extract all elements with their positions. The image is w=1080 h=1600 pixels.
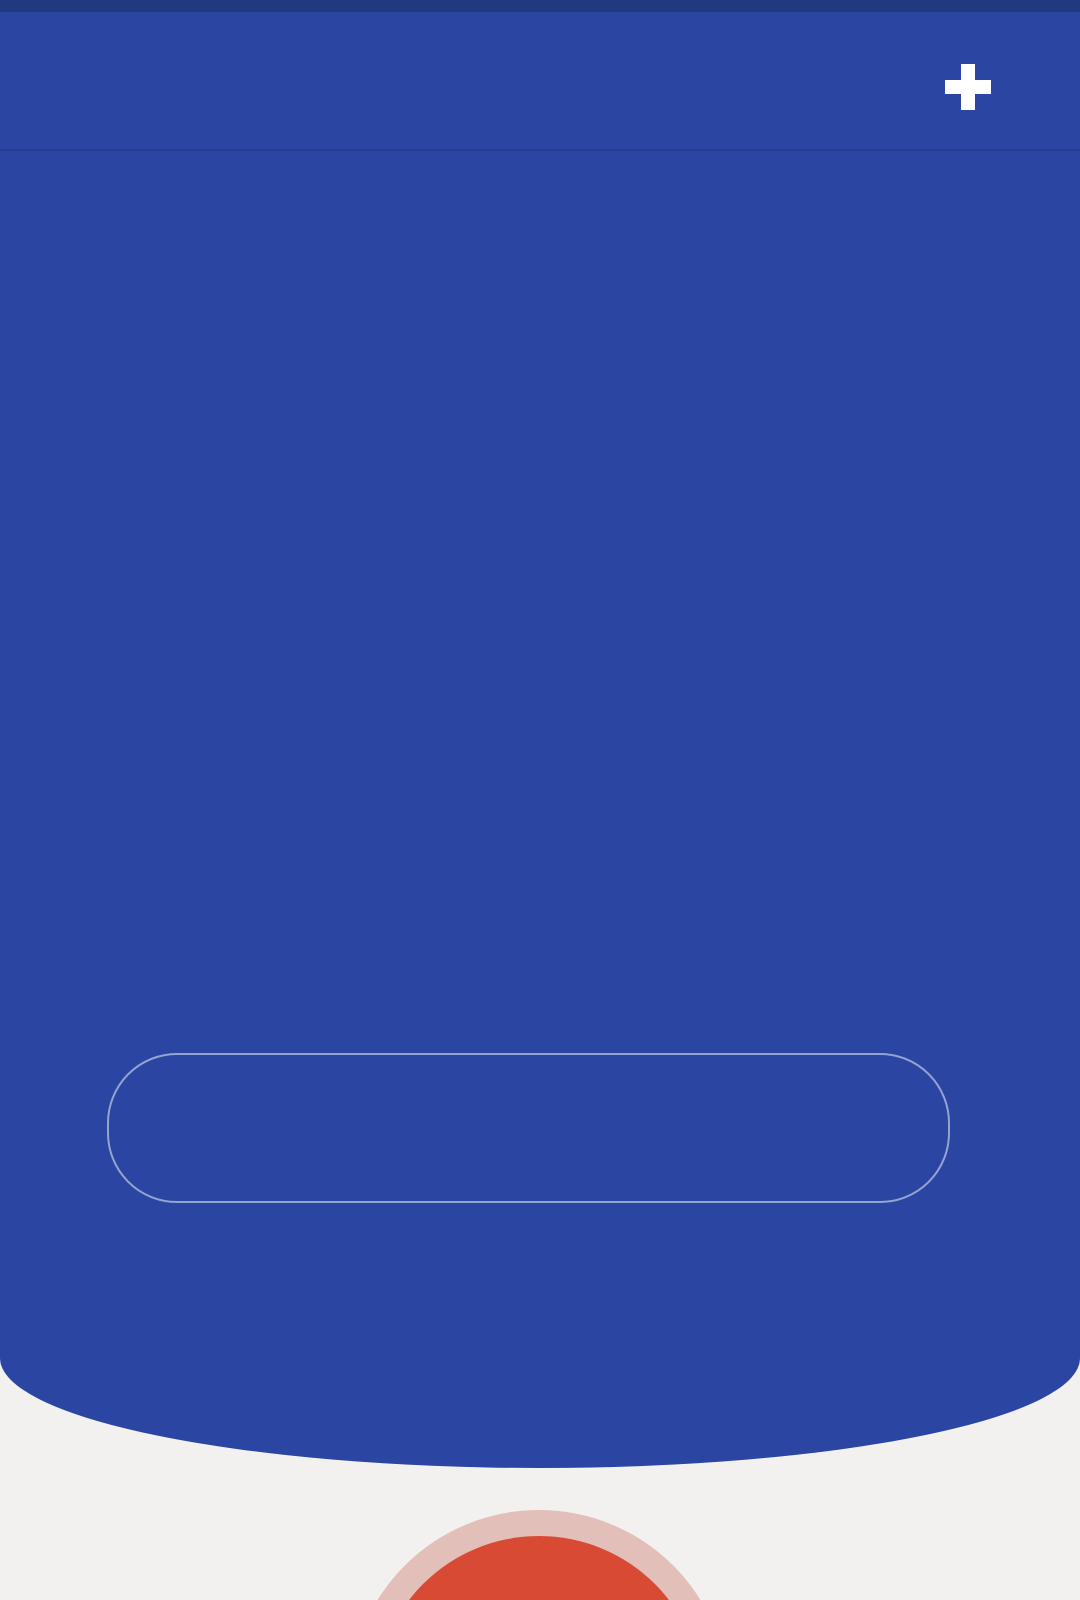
plus-icon (945, 64, 991, 110)
page-dot-1[interactable] (487, 1423, 509, 1445)
content-sheet (0, 0, 1080, 1468)
status-bar (0, 0, 1080, 12)
page-dot-2[interactable] (571, 1423, 593, 1445)
readout-card (107, 1053, 950, 1203)
add-button[interactable] (941, 60, 995, 114)
page-indicator (0, 1423, 1080, 1445)
app-bar (0, 12, 1080, 151)
